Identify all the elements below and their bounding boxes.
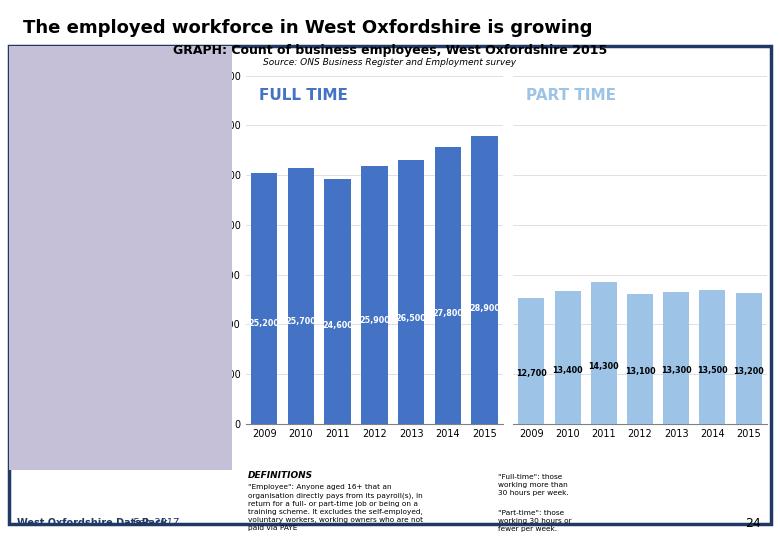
Text: 14,300: 14,300	[588, 362, 619, 372]
Text: Feb 2017: Feb 2017	[133, 518, 179, 528]
Text: 12,700: 12,700	[516, 369, 547, 378]
Text: 26,500: 26,500	[395, 314, 427, 323]
Text: 28,900: 28,900	[470, 305, 500, 313]
Text: 13,200: 13,200	[733, 367, 764, 376]
Bar	[434, 147, 461, 424]
Text: As of 2015, West
Oxfordshire organizations
employed 42,100 people,
nearly one th: As of 2015, West Oxfordshire organizatio…	[27, 65, 174, 133]
Bar	[555, 291, 580, 424]
Bar	[627, 294, 653, 424]
Text: West Oxfordshire DataPack: West Oxfordshire DataPack	[17, 518, 168, 528]
Bar	[398, 160, 424, 424]
Text: "Employee": Anyone aged 16+ that an
organisation directly pays from its payroll(: "Employee": Anyone aged 16+ that an orga…	[248, 484, 423, 531]
Bar	[519, 298, 544, 424]
Text: The employed workforce in West Oxfordshire is growing: The employed workforce in West Oxfordshi…	[23, 19, 593, 37]
Text: "Part-time": those
working 30 hours or
fewer per week.: "Part-time": those working 30 hours or f…	[498, 510, 571, 532]
Text: 25,200: 25,200	[249, 319, 279, 328]
Text: 13,500: 13,500	[697, 366, 728, 375]
Bar	[288, 168, 314, 424]
Text: 13,100: 13,100	[625, 367, 655, 376]
Bar	[736, 293, 762, 424]
Text: 24: 24	[745, 517, 760, 530]
Bar	[251, 173, 278, 424]
Bar	[471, 136, 498, 424]
Text: Since 2009, full-time
employment in West
Oxfordshire has increased
by 14% and pa: Since 2009, full-time employment in West…	[27, 215, 179, 298]
Text: 13,400: 13,400	[552, 366, 583, 375]
Text: 24,600: 24,600	[322, 321, 353, 330]
Text: 25,900: 25,900	[359, 316, 390, 325]
Text: PART TIME: PART TIME	[526, 88, 616, 103]
Text: "Full-time": those
working more than
30 hours per week.: "Full-time": those working more than 30 …	[498, 474, 569, 496]
Text: Source: ONS Business Register and Employment survey: Source: ONS Business Register and Employ…	[264, 58, 516, 67]
Text: By comparison, the working-
age population has grown by
less than 1%.: By comparison, the working- age populati…	[27, 342, 193, 381]
Text: 27,800: 27,800	[432, 309, 463, 318]
Bar	[663, 292, 690, 424]
Bar	[700, 289, 725, 424]
Bar	[590, 281, 617, 424]
Bar	[361, 166, 388, 424]
Text: DEFINITIONS: DEFINITIONS	[248, 471, 313, 480]
Text: GRAPH: Count of business employees, West Oxfordshire 2015: GRAPH: Count of business employees, West…	[173, 44, 607, 57]
Text: 25,700: 25,700	[285, 317, 316, 326]
Text: FULL TIME: FULL TIME	[259, 88, 347, 103]
Bar	[324, 179, 351, 424]
Text: (NB this excludes the
self-employed).: (NB this excludes the self-employed).	[27, 175, 119, 196]
Text: 13,300: 13,300	[661, 367, 692, 375]
